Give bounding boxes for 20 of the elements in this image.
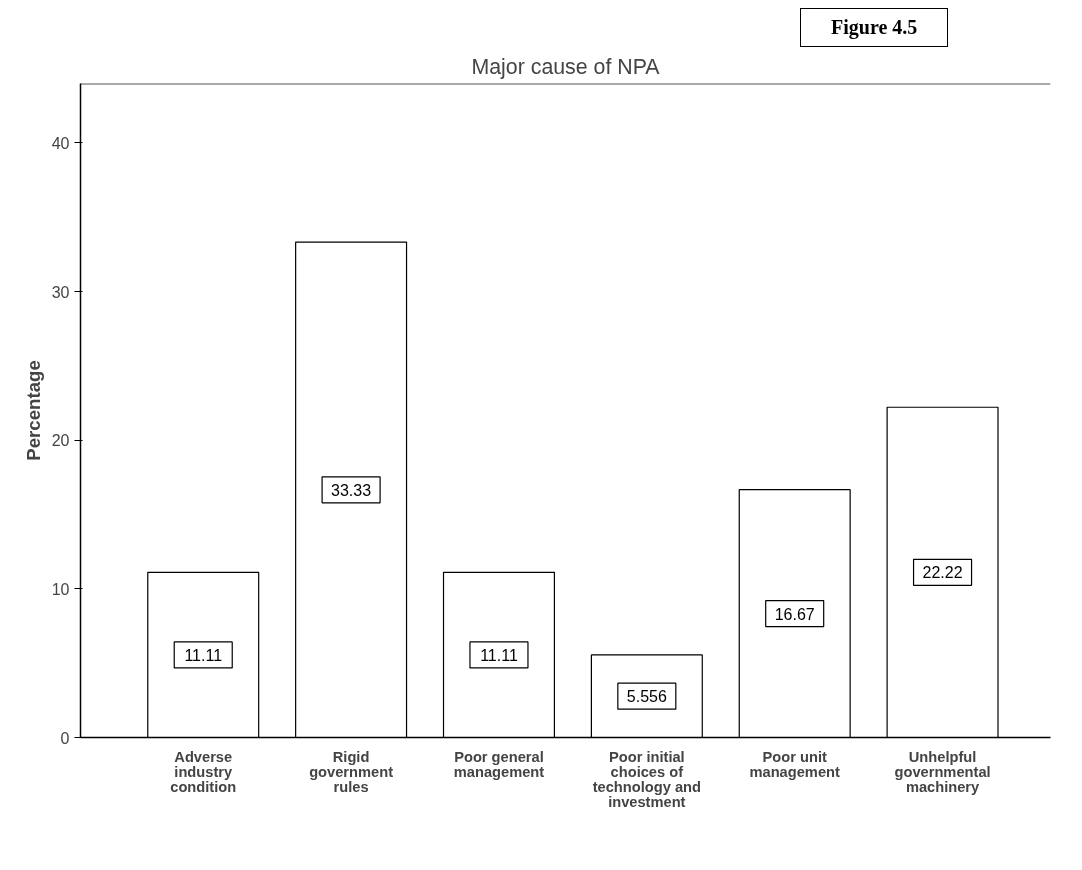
x-tick-label: Rigid government rules <box>309 748 394 795</box>
y-tick-label: 20 <box>51 431 70 449</box>
data-label: 11.11 <box>184 646 223 664</box>
x-tick-label: Unhelpful governmental machinery <box>894 748 991 795</box>
y-tick-label: 30 <box>51 283 70 301</box>
data-label: 33.33 <box>331 481 372 499</box>
data-label: 16.67 <box>774 605 815 623</box>
x-tick-label: Poor unit management <box>749 748 841 780</box>
x-tick-label: Adverse industry condition <box>170 748 237 795</box>
caption: Figure 4.5 <box>831 15 918 41</box>
chart-title: Major cause of NPA <box>471 54 661 79</box>
y-tick-label: 0 <box>60 729 70 747</box>
x-tick-label: Poor general management <box>453 748 545 780</box>
x-tick-label: Poor initial choices of technology and investment <box>592 748 701 810</box>
y-tick-label: 10 <box>51 580 70 598</box>
data-label: 11.11 <box>480 646 518 664</box>
y-axis-title: Percentage <box>22 359 44 461</box>
data-label: 5.556 <box>626 687 667 705</box>
data-label: 22.22 <box>922 563 963 581</box>
y-tick-label: 40 <box>51 134 70 152</box>
